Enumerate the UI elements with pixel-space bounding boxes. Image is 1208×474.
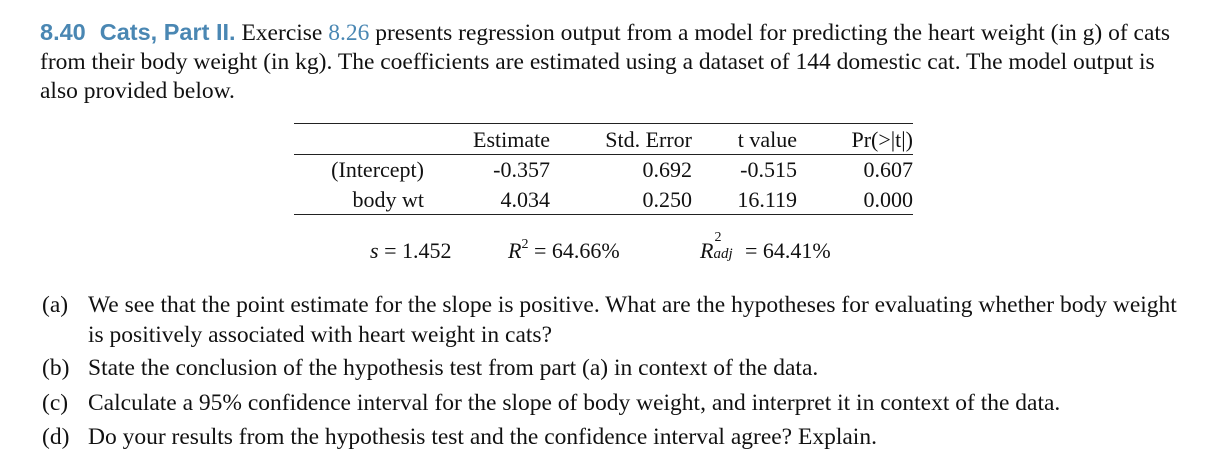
r2adj-value: = 64.41% bbox=[744, 238, 831, 263]
table-cell: -0.515 bbox=[740, 157, 797, 182]
question-text: Calculate a 95% confidence interval for … bbox=[88, 390, 1061, 416]
table-row: body wt 4.034 0.250 16.119 0.000 bbox=[294, 184, 913, 215]
r2adj-subscript: adj bbox=[713, 246, 733, 262]
regression-output-table: Estimate Std. Error t value Pr(>|t|) (In… bbox=[294, 123, 913, 215]
table-cell: 0.000 bbox=[797, 184, 913, 215]
s-symbol: s bbox=[370, 238, 379, 263]
r2adj-scripts: 2 adj bbox=[713, 230, 739, 262]
r2adj-symbol: R bbox=[700, 238, 714, 263]
table-cell: 0.607 bbox=[863, 157, 914, 182]
table-row: (Intercept) -0.357 0.692 -0.515 0.607 bbox=[294, 155, 913, 185]
question-text: State the conclusion of the hypothesis t… bbox=[88, 355, 819, 381]
exercise-title: Cats, Part II. bbox=[99, 19, 236, 45]
question-b: (b) State the conclusion of the hypothes… bbox=[42, 353, 1192, 383]
table-cell: (Intercept) bbox=[331, 157, 424, 182]
header-cell: Std. Error bbox=[550, 123, 692, 155]
question-text: Do your results from the hypothesis test… bbox=[88, 424, 877, 450]
intro-text-start: Exercise bbox=[241, 20, 323, 46]
question-label: (c) bbox=[42, 390, 69, 416]
table-cell: 0.250 bbox=[550, 184, 692, 215]
r-squared-stat: R2 = 64.66% bbox=[508, 237, 620, 264]
table-cell: body wt bbox=[294, 184, 424, 215]
header-cell: Estimate bbox=[424, 123, 550, 155]
intro-text-rest: presents regression output from a model … bbox=[40, 20, 1171, 104]
question-d: (d) Do your results from the hypothesis … bbox=[42, 422, 1192, 452]
question-label: (d) bbox=[42, 424, 70, 450]
exercise-intro: 8.40 Cats, Part II. Exercise 8.26 present… bbox=[40, 18, 1190, 106]
r2-value: = 64.66% bbox=[533, 238, 620, 263]
adjusted-r-squared-stat: R 2 adj = 64.41% bbox=[700, 230, 831, 264]
question-label: (a) bbox=[42, 292, 69, 318]
exercise-reference-link[interactable]: 8.26 bbox=[328, 20, 370, 46]
exercise-number: 8.40 bbox=[40, 19, 86, 45]
r2-symbol: R bbox=[508, 238, 522, 263]
question-a: (a) We see that the point estimate for t… bbox=[42, 290, 1192, 350]
table-cell: 16.119 bbox=[692, 184, 797, 215]
question-c: (c) Calculate a 95% confidence interval … bbox=[42, 388, 1192, 418]
table-cell: -0.357 bbox=[493, 157, 550, 182]
header-cell: t value bbox=[692, 123, 797, 155]
r2-exponent: 2 bbox=[521, 237, 529, 252]
residual-se-stat: s = 1.452 bbox=[370, 238, 451, 264]
question-text: We see that the point estimate for the s… bbox=[88, 292, 1177, 348]
table-header-row: Estimate Std. Error t value Pr(>|t|) bbox=[294, 123, 913, 155]
s-value: = 1.452 bbox=[384, 238, 452, 263]
r2adj-exponent: 2 bbox=[714, 230, 722, 245]
table-cell: 0.692 bbox=[642, 157, 693, 182]
header-cell bbox=[294, 123, 424, 155]
table-cell: 4.034 bbox=[424, 184, 550, 215]
header-cell: Pr(>|t|) bbox=[797, 123, 913, 155]
question-label: (b) bbox=[42, 355, 70, 381]
